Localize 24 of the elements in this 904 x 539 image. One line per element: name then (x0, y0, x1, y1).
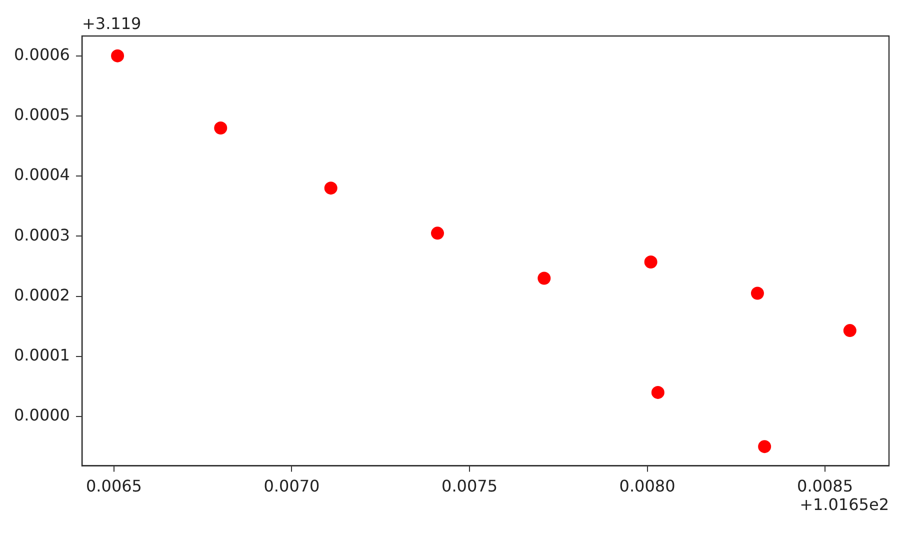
y-tick-label: 0.0005 (14, 105, 70, 124)
point (644, 256, 658, 269)
point (843, 324, 856, 338)
y-tick-label: 0.0001 (14, 346, 70, 365)
point (758, 440, 772, 454)
x-tick-label: 0.0075 (442, 476, 498, 496)
y-tick-label: 0.0002 (14, 285, 70, 304)
x-tick-label: 0.0065 (86, 476, 142, 496)
point (651, 386, 664, 399)
x-tick-label: 0.0080 (619, 476, 676, 496)
y-tick-label: 0.0003 (14, 225, 70, 244)
text: +3.119 (82, 14, 142, 34)
y-tick-label: 0.0006 (14, 44, 70, 64)
point (431, 226, 444, 240)
y-tick-label: 0.0004 (14, 165, 70, 184)
point (111, 49, 124, 62)
y-tick-label: 0.0000 (14, 406, 70, 425)
x-tick-label: 0.0070 (264, 476, 320, 496)
x-tick-label: 0.0085 (797, 476, 853, 496)
point (538, 272, 551, 285)
text: +1.0165e2 (800, 494, 889, 514)
point (324, 182, 338, 195)
point (750, 286, 764, 300)
point (214, 121, 228, 134)
